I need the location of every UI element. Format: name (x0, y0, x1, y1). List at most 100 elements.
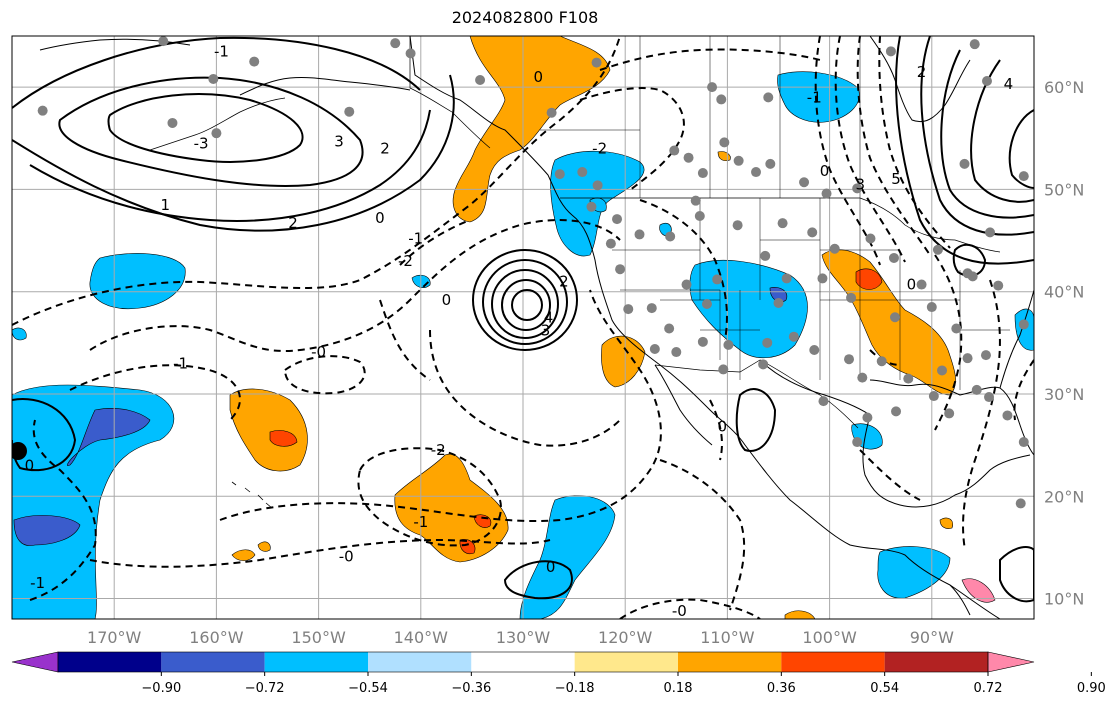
negative-anomaly-region (67, 408, 151, 466)
positive-anomaly-region (257, 541, 271, 552)
station-marker (623, 304, 634, 315)
station-marker (158, 36, 169, 47)
contour-line-dashed (709, 399, 723, 461)
station-marker (615, 264, 626, 275)
contour-label: -1 (30, 574, 45, 592)
station-marker (546, 107, 557, 118)
contour-label: 0 (375, 209, 385, 227)
station-marker (634, 229, 645, 240)
station-marker (577, 167, 588, 178)
station-marker (405, 48, 416, 59)
station-marker (1018, 437, 1029, 448)
contour-line-solid (501, 279, 551, 331)
station-marker (865, 233, 876, 244)
observation-stations (37, 36, 1029, 509)
contour-line-dashed (12, 36, 621, 326)
contour-line-dashed (399, 219, 471, 266)
contour-line-dashed (219, 289, 662, 523)
station-marker (891, 406, 902, 417)
latitude-label: 50°N (1044, 180, 1084, 199)
longitude-label: 160°W (189, 628, 244, 647)
station-marker (167, 117, 178, 128)
station-marker (649, 343, 660, 354)
colorbar-segment (574, 652, 678, 672)
station-marker (799, 177, 810, 188)
station-marker (591, 57, 602, 68)
colorbar-tick-label: 0.36 (767, 681, 796, 696)
station-marker (592, 180, 603, 191)
colorbar-segment (884, 652, 988, 672)
contour-label: -1 (413, 513, 428, 531)
contour-label: 3 (541, 322, 551, 340)
negative-anomaly-region (13, 515, 81, 546)
contour-line-dashed (1013, 359, 1034, 421)
positive-anomaly-region (231, 549, 256, 561)
colorbar-segment (58, 652, 162, 672)
station-marker (208, 73, 219, 84)
colorbar-tick-label: −0.18 (555, 681, 595, 696)
station-marker (554, 169, 565, 180)
station-marker (390, 38, 401, 49)
station-marker (807, 227, 818, 238)
colorbar-segment (781, 652, 885, 672)
contour-line-solid (999, 546, 1034, 603)
contour-line-solid (12, 74, 455, 232)
colorbar-frame (57, 651, 989, 673)
contour-label: -1 (214, 42, 229, 60)
station-marker (765, 158, 776, 169)
latitude-label: 40°N (1044, 283, 1084, 302)
longitude-label: 110°W (700, 628, 755, 647)
contour-label: -1 (173, 354, 188, 372)
latitude-labels: 60°N 50°N 40°N 30°N 20°N 10°N (1044, 78, 1084, 608)
station-marker (1018, 319, 1029, 330)
station-marker (944, 408, 955, 419)
contour-label: -2 (398, 252, 413, 270)
contour-line-dashed (878, 36, 951, 249)
positive-anomaly-region (229, 388, 308, 472)
contour-line-solid (482, 259, 568, 345)
longitude-labels: 170°W 160°W 150°W 140°W 130°W 120°W 110°W 100°W… (87, 628, 954, 647)
contour-label: 0 (534, 68, 544, 86)
station-marker (788, 331, 799, 342)
station-marker (932, 244, 943, 255)
station-marker (773, 297, 784, 308)
station-marker (846, 292, 857, 303)
contour-line-solid (12, 36, 421, 109)
station-marker (821, 188, 832, 199)
station-marker (844, 354, 855, 365)
contour-line-solid (735, 388, 777, 452)
station-marker (862, 412, 873, 423)
contour-label: 2 (559, 272, 569, 290)
contour-line-dashed (69, 364, 241, 421)
colorbar-tick-label: 0.72 (974, 681, 1003, 696)
hawaii-islands (231, 481, 273, 509)
longitude-label: 130°W (496, 628, 551, 647)
contour-line-solid (503, 560, 573, 600)
station-marker (690, 195, 701, 206)
north-america-coastline (409, 36, 1001, 619)
station-marker (763, 92, 774, 103)
latitude-label: 60°N (1044, 78, 1084, 97)
station-marker (903, 373, 914, 384)
negative-contours (12, 36, 1034, 619)
station-marker (962, 353, 973, 364)
colorbar-tick-label: 0.90 (1077, 681, 1105, 696)
station-marker (885, 46, 896, 57)
station-marker (37, 105, 48, 116)
contour-line-dashed (29, 419, 97, 601)
alaska-canada-border (409, 36, 491, 149)
positive-anomaly-region (452, 36, 611, 223)
contour-label: -1 (807, 88, 822, 106)
station-marker (852, 437, 863, 448)
gridlines (12, 36, 1034, 619)
colorbar-tick-label: −0.90 (141, 681, 181, 696)
hudson-bay (869, 36, 971, 123)
contour-line-dashed (934, 254, 963, 431)
station-marker (683, 152, 694, 163)
colorbar-segment (264, 652, 368, 672)
colorbar-tick-label: −0.36 (451, 681, 491, 696)
longitude-label: 170°W (87, 628, 142, 647)
station-marker (951, 323, 962, 334)
contour-label: -1 (408, 230, 423, 248)
